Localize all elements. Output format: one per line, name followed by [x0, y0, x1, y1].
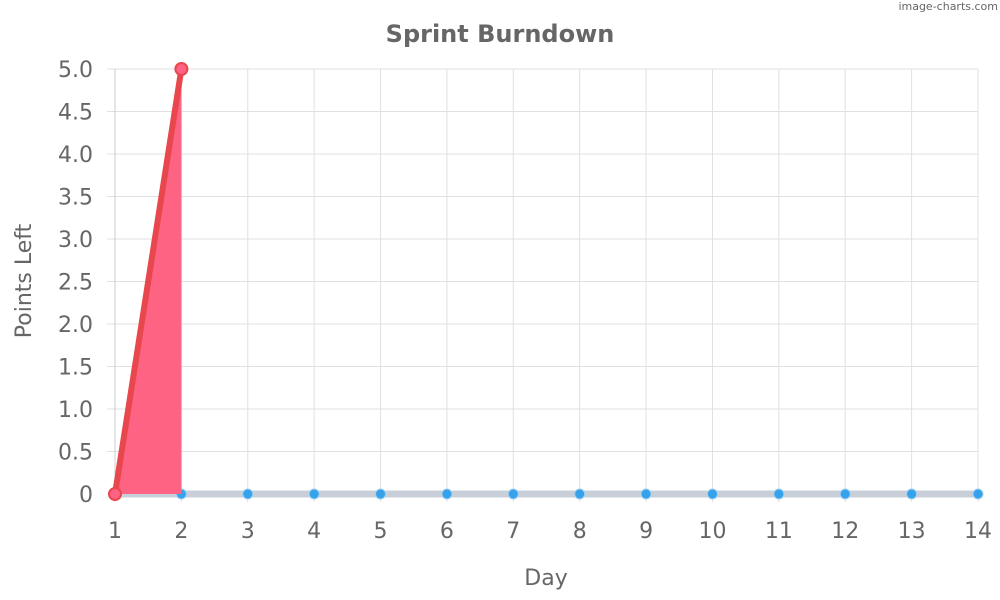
x-tick-label: 7 — [506, 519, 520, 544]
y-tick-label: 0 — [79, 483, 93, 508]
x-tick-label: 9 — [639, 519, 653, 544]
y-tick-label: 0.5 — [58, 441, 93, 466]
data-point — [906, 488, 918, 500]
x-tick-label: 10 — [698, 519, 726, 544]
x-tick-label: 8 — [573, 519, 587, 544]
data-point — [574, 488, 586, 500]
x-tick-label: 6 — [440, 519, 454, 544]
data-point — [640, 488, 652, 500]
x-tick-label: 11 — [765, 519, 793, 544]
series-layer — [108, 62, 984, 501]
x-tick-label: 4 — [307, 519, 321, 544]
grid — [107, 68, 979, 502]
y-tick-label: 3.5 — [58, 186, 93, 211]
y-axis-ticks: 0 0.5 1.0 1.5 2.0 2.5 3.0 3.5 4.0 4.5 5.0 — [58, 58, 93, 508]
x-tick-label: 5 — [374, 519, 388, 544]
y-tick-label: 4.0 — [58, 143, 93, 168]
y-tick-label: 2.5 — [58, 271, 93, 296]
x-tick-label: 3 — [241, 519, 255, 544]
data-point — [839, 488, 851, 500]
x-tick-label: 14 — [964, 519, 992, 544]
data-point — [972, 488, 984, 500]
x-tick-label: 13 — [898, 519, 926, 544]
data-point — [706, 488, 718, 500]
data-point — [441, 488, 453, 500]
watermark: image-charts.com — [898, 0, 998, 13]
series-line-burndown — [112, 66, 185, 497]
data-point — [375, 488, 387, 500]
y-axis-label: Points Left — [12, 223, 37, 338]
x-axis-ticks: 1 2 3 4 5 6 7 8 9 10 11 12 13 14 — [108, 519, 992, 544]
data-point — [773, 488, 785, 500]
data-point — [308, 488, 320, 500]
data-point — [242, 488, 254, 500]
x-tick-label: 1 — [108, 519, 122, 544]
x-tick-label: 2 — [174, 519, 188, 544]
y-tick-label: 5.0 — [58, 58, 93, 83]
y-tick-label: 3.0 — [58, 228, 93, 253]
y-tick-label: 1.0 — [58, 398, 93, 423]
data-point — [507, 488, 519, 500]
x-tick-label: 12 — [831, 519, 859, 544]
y-tick-label: 4.5 — [58, 101, 93, 126]
y-tick-label: 1.5 — [58, 356, 93, 381]
data-point — [174, 62, 189, 76]
chart-title: Sprint Burndown — [386, 20, 615, 48]
y-tick-label: 2.0 — [58, 313, 93, 338]
data-point — [108, 487, 122, 501]
x-axis-label: Day — [524, 566, 567, 591]
